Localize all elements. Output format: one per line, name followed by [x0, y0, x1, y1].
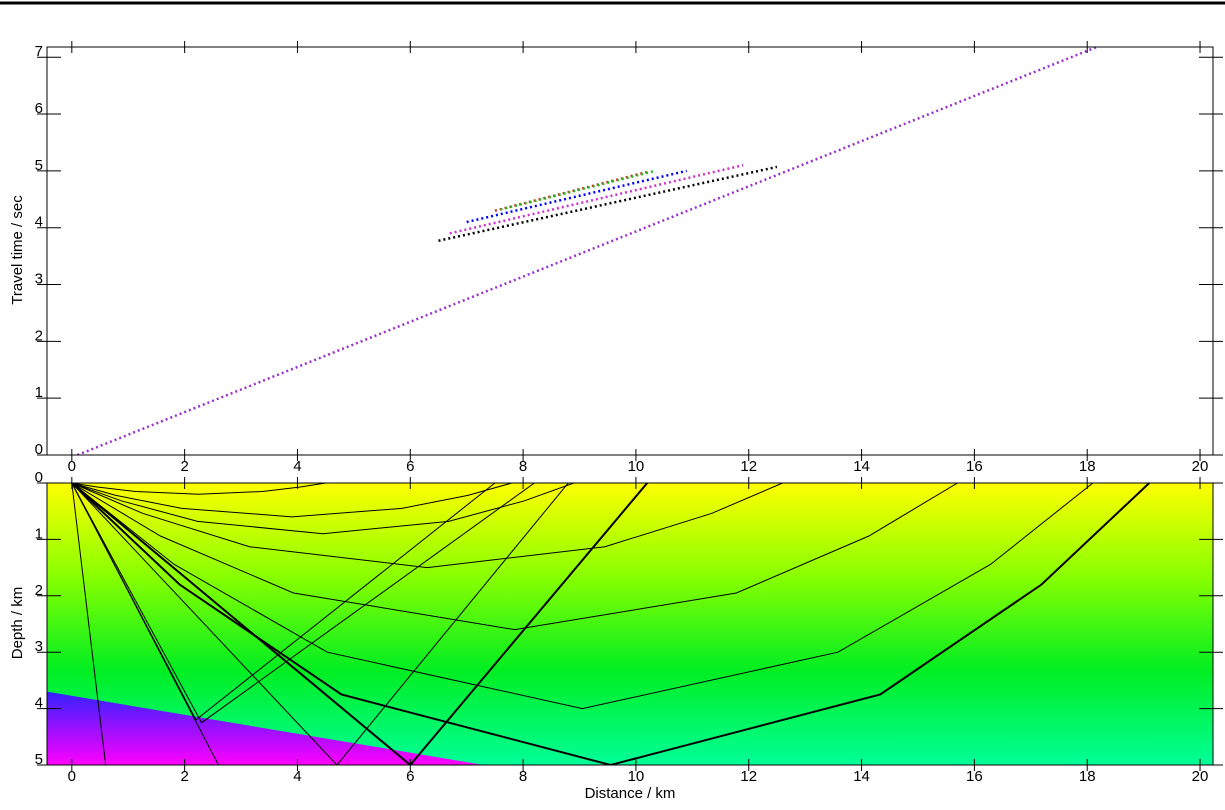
x-tick-label: 0 — [68, 458, 76, 475]
ray-path — [71, 483, 1094, 710]
x-tick-label: 14 — [853, 458, 870, 475]
y-tick-label: 0 — [35, 469, 43, 486]
travel-time-curve — [449, 163, 744, 235]
ray-path — [71, 483, 575, 535]
y-tick-label: 2 — [35, 327, 43, 344]
y-tick-label: 5 — [35, 751, 43, 768]
y-tick-label: 3 — [35, 270, 43, 287]
x-tick-label: 14 — [853, 768, 870, 785]
y-tick-label: 1 — [35, 525, 43, 542]
y-tick-label: 6 — [35, 100, 43, 117]
x-tick-label: 4 — [293, 458, 301, 475]
y-tick-label: 7 — [35, 43, 43, 60]
y-tick-label: 4 — [35, 695, 43, 712]
x-tick-label: 10 — [628, 768, 645, 785]
y-tick-label: 0 — [35, 441, 43, 458]
x-tick-label: 20 — [1192, 768, 1209, 785]
travel-time-curve — [494, 170, 648, 212]
travel-time-curve — [76, 47, 1101, 455]
plot-area — [47, 483, 1213, 765]
x-tick-label: 16 — [966, 458, 983, 475]
y-axis-label: Travel time / sec — [9, 195, 26, 305]
ray-path — [71, 483, 783, 569]
ray-path — [71, 483, 326, 495]
x-tick-label: 16 — [966, 768, 983, 785]
x-tick-label: 18 — [1079, 458, 1096, 475]
x-tick-label: 20 — [1192, 458, 1209, 475]
plot-frame — [46, 46, 1214, 456]
travel-time-curve — [466, 169, 687, 224]
ray-path — [71, 483, 1150, 765]
x-tick-label: 12 — [740, 458, 757, 475]
travel-time-curve — [438, 165, 778, 242]
x-tick-label: 4 — [293, 768, 301, 785]
low-velocity-layer — [47, 691, 484, 765]
y-tick-label: 1 — [35, 384, 43, 401]
x-tick-label: 6 — [406, 458, 414, 475]
x-tick-label: 8 — [519, 458, 527, 475]
y-tick-label: 4 — [35, 214, 43, 231]
ray-path — [71, 483, 535, 724]
x-tick-label: 0 — [68, 768, 76, 785]
ray-path — [71, 483, 648, 765]
ray-path — [71, 483, 219, 765]
travel-time-curve — [500, 170, 654, 211]
plot-area — [76, 47, 1101, 455]
y-tick-label: 3 — [35, 638, 43, 655]
x-tick-label: 2 — [180, 768, 188, 785]
y-tick-label: 2 — [35, 582, 43, 599]
x-axis-label: Distance / km — [585, 785, 676, 802]
ray-path — [71, 483, 512, 518]
x-tick-label: 12 — [740, 768, 757, 785]
ray-path — [71, 483, 107, 765]
x-tick-label: 18 — [1079, 768, 1096, 785]
plot-frame — [46, 482, 1214, 766]
x-tick-label: 10 — [628, 458, 645, 475]
y-tick-label: 5 — [35, 157, 43, 174]
x-tick-label: 6 — [406, 768, 414, 785]
x-tick-label: 2 — [180, 458, 188, 475]
x-tick-label: 8 — [519, 768, 527, 785]
ray-path — [71, 483, 958, 631]
y-axis-label: Depth / km — [9, 587, 26, 660]
ray-path — [71, 483, 569, 765]
